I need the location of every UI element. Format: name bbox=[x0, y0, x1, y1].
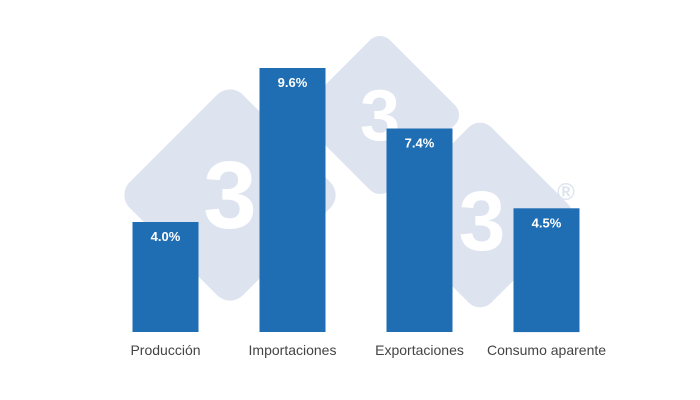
bar-4-value-label: 4.5% bbox=[532, 215, 562, 230]
x-tick-label-3: Exportaciones bbox=[375, 342, 464, 358]
bar-2-value-label: 9.6% bbox=[278, 75, 308, 90]
x-tick-label-2: Importaciones bbox=[249, 342, 337, 358]
bar-3-value-label: 7.4% bbox=[405, 136, 435, 151]
bar-1-value-label: 4.0% bbox=[151, 229, 181, 244]
value-labels-group: 4.0% 9.6% 7.4% 4.5% bbox=[151, 75, 562, 244]
x-tick-label-1: Producción bbox=[130, 342, 200, 358]
bar-1 bbox=[132, 222, 199, 332]
x-tick-label-4: Consumo aparente bbox=[487, 342, 606, 358]
bar-3 bbox=[386, 128, 453, 332]
watermark-glyph-left: 3 bbox=[203, 142, 256, 249]
bars-group bbox=[132, 68, 580, 333]
watermark-glyph-right: 3 bbox=[459, 174, 506, 268]
bar-2 bbox=[259, 68, 326, 332]
bar-4 bbox=[513, 208, 580, 333]
watermark-registered-mark: ® bbox=[557, 179, 575, 206]
x-axis-tick-labels: Producción Importaciones Exportaciones Cons… bbox=[130, 342, 606, 358]
